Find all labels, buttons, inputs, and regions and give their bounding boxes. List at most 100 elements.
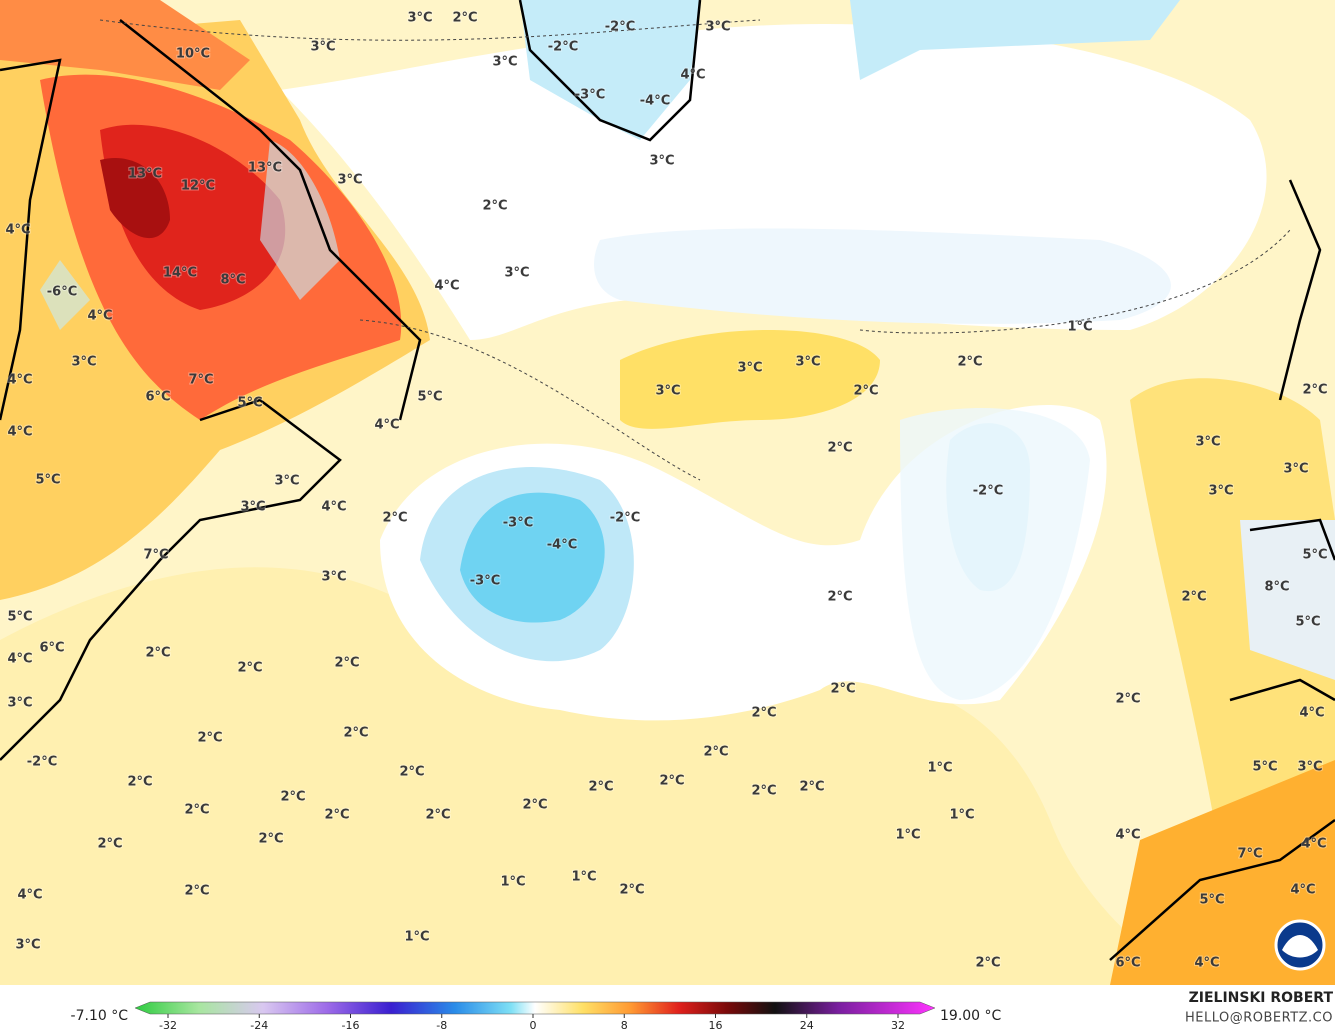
colorbar-min: -7.10 °C: [71, 1008, 129, 1024]
temperature-label: 4°C: [680, 68, 705, 83]
temperature-label: 5°C: [1295, 615, 1320, 630]
temperature-label: 4°C: [374, 418, 399, 433]
temperature-label: 3°C: [337, 173, 362, 188]
author-email: HELLO@ROBERTZ.CO: [1185, 1011, 1333, 1026]
temperature-label: -4°C: [640, 94, 670, 109]
temperature-label: 2°C: [425, 808, 450, 823]
temperature-label: 6°C: [1115, 956, 1140, 971]
temperature-label: 12°C: [181, 179, 215, 194]
colorbar-tick-label: 32: [891, 1019, 905, 1032]
temperature-label: 2°C: [799, 780, 824, 795]
temperature-label: 1°C: [895, 828, 920, 843]
colorbar-tick-label: 0: [530, 1019, 537, 1032]
temperature-label: 2°C: [1181, 590, 1206, 605]
temperature-label: 2°C: [957, 355, 982, 370]
temperature-label: 3°C: [737, 361, 762, 376]
temperature-label: 2°C: [382, 511, 407, 526]
temperature-label: -2°C: [610, 511, 640, 526]
temperature-label: -4°C: [547, 538, 577, 553]
temperature-label: 2°C: [97, 837, 122, 852]
temperature-label: 7°C: [1237, 847, 1262, 862]
temperature-label: 6°C: [145, 390, 170, 405]
temperature-label: 2°C: [197, 731, 222, 746]
temperature-label: 2°C: [588, 780, 613, 795]
temperature-label: 3°C: [15, 938, 40, 953]
temperature-label: 2°C: [343, 726, 368, 741]
colorbar-tick-label: 24: [800, 1019, 814, 1032]
temperature-label: 5°C: [7, 610, 32, 625]
temperature-label: 2°C: [830, 682, 855, 697]
temperature-label: 13°C: [248, 161, 282, 176]
temperature-label: -3°C: [503, 516, 533, 531]
temperature-label: 2°C: [324, 808, 349, 823]
temperature-label: 5°C: [237, 396, 262, 411]
colorbar-tick-label: -24: [250, 1019, 268, 1032]
temperature-label: 2°C: [619, 883, 644, 898]
temperature-label: 1°C: [1067, 320, 1092, 335]
colorbar-max: 19.00 °C: [940, 1008, 1002, 1024]
temperature-label: 2°C: [452, 11, 477, 26]
temperature-label: 2°C: [237, 661, 262, 676]
temperature-label: 2°C: [522, 798, 547, 813]
temperature-label: 3°C: [1297, 760, 1322, 775]
colorbar: -7.10 °C 19.00 °C -32 -24 -16 -8 0 8 16 24 32: [71, 1001, 1002, 1032]
temperature-label: -2°C: [973, 484, 1003, 499]
temperature-label: 4°C: [5, 223, 30, 238]
colorbar-scale: [134, 1001, 936, 1015]
temperature-label: 1°C: [949, 808, 974, 823]
temperature-label: 4°C: [7, 425, 32, 440]
temperature-label: -2°C: [548, 40, 578, 55]
temperature-label: 3°C: [504, 266, 529, 281]
temperature-label: 3°C: [705, 20, 730, 35]
temperature-label: 2°C: [399, 765, 424, 780]
temperature-label: 1°C: [500, 875, 525, 890]
temperature-label: 2°C: [1302, 383, 1327, 398]
temperature-label: 4°C: [1115, 828, 1140, 843]
author-name: ZIELINSKI ROBERT: [1189, 990, 1334, 1006]
temperature-label: 4°C: [17, 888, 42, 903]
colorbar-tick-label: 16: [709, 1019, 723, 1032]
temperature-label: 4°C: [87, 309, 112, 324]
temperature-label: 3°C: [274, 474, 299, 489]
temperature-label: -2°C: [27, 755, 57, 770]
temperature-label: 3°C: [321, 570, 346, 585]
temperature-label: 5°C: [1302, 548, 1327, 563]
colorbar-tick-label: 8: [621, 1019, 628, 1032]
temperature-label: 3°C: [1208, 484, 1233, 499]
temperature-label: 2°C: [280, 790, 305, 805]
temperature-label: 5°C: [417, 390, 442, 405]
temperature-label: 3°C: [1283, 462, 1308, 477]
temperature-label: 3°C: [240, 500, 265, 515]
temperature-label: 1°C: [571, 870, 596, 885]
temperature-label: 5°C: [1199, 893, 1224, 908]
colorbar-tick-label: -32: [159, 1019, 177, 1032]
temperature-label: 2°C: [334, 656, 359, 671]
temperature-label: 3°C: [71, 355, 96, 370]
temperature-label: 2°C: [127, 775, 152, 790]
temperature-label: -3°C: [575, 88, 605, 103]
temperature-labels: 10°C 3°C 3°C 2°C 3°C -2°C -2°C 3°C 4°C -3°C -4°C 3°…: [4, 10, 1328, 972]
temperature-label: 3°C: [492, 55, 517, 70]
temperature-label: 7°C: [188, 373, 213, 388]
map-background: [0, 0, 1335, 985]
temperature-label: 2°C: [184, 884, 209, 899]
temperature-label: 1°C: [927, 761, 952, 776]
temperature-label: 7°C: [143, 548, 168, 563]
temperature-label: 2°C: [703, 745, 728, 760]
temperature-label: 2°C: [827, 441, 852, 456]
temperature-label: 5°C: [1252, 760, 1277, 775]
temperature-label: 4°C: [1290, 883, 1315, 898]
temperature-label: 10°C: [176, 47, 210, 62]
temperature-label: 3°C: [655, 384, 680, 399]
temperature-label: 2°C: [853, 384, 878, 399]
temperature-label: 3°C: [649, 154, 674, 169]
temperature-label: -3°C: [470, 574, 500, 589]
temperature-label: 5°C: [35, 473, 60, 488]
temperature-label: 13°C: [128, 167, 162, 182]
temperature-label: 14°C: [163, 266, 197, 281]
colorbar-tick-label: -8: [436, 1019, 447, 1032]
temperature-label: 2°C: [1115, 692, 1140, 707]
temperature-label: 8°C: [220, 273, 245, 288]
temperature-label: 3°C: [795, 355, 820, 370]
